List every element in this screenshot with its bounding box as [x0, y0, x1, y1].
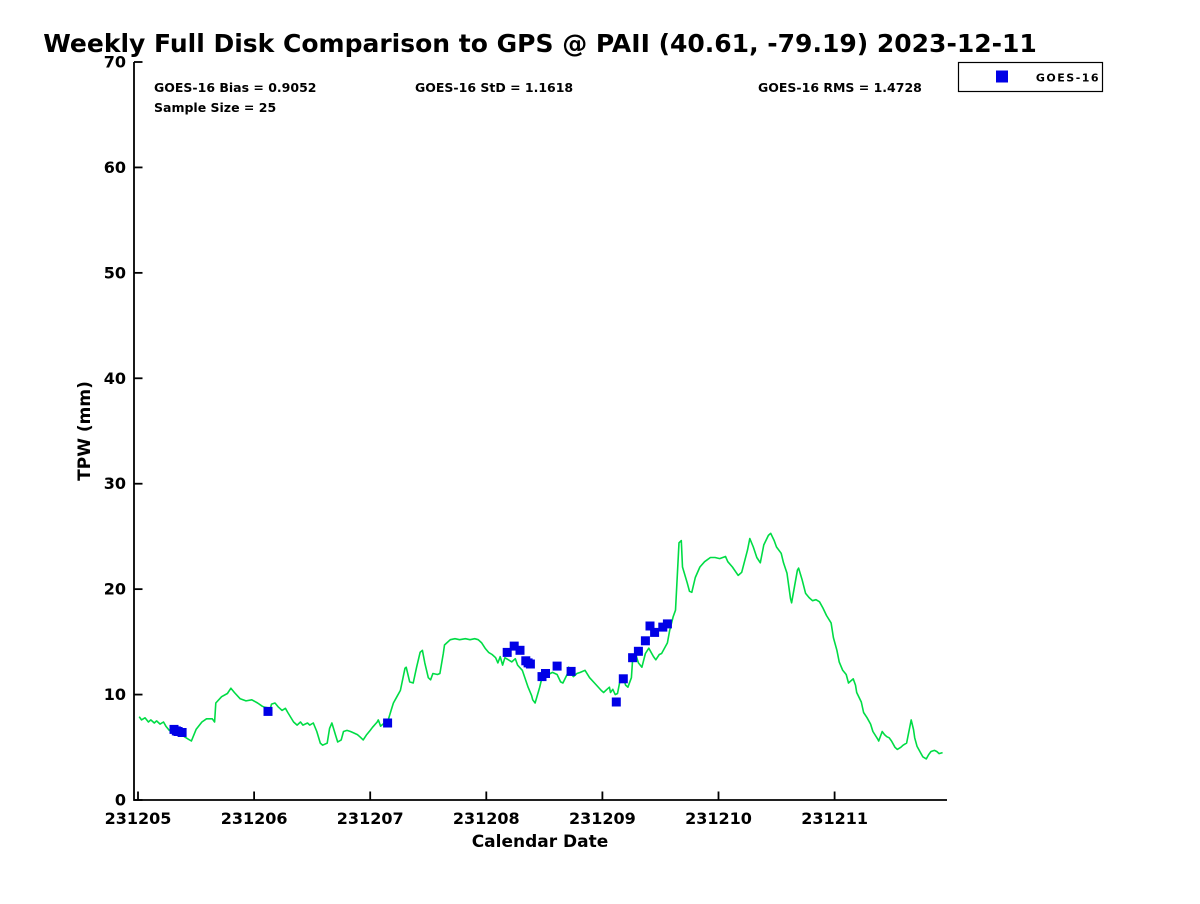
goes16-data-point [509, 641, 519, 651]
goes16-data-point [383, 718, 393, 728]
x-ticks [137, 791, 836, 800]
y-tick-labels: 0 10 20 30 40 50 60 70 [104, 53, 126, 810]
goes16-data-point [645, 621, 655, 631]
goes16-data-point [662, 619, 672, 629]
goes16-data-point [177, 728, 187, 737]
goes16-data-point [628, 653, 638, 663]
x-axis-label: Calendar Date [472, 832, 609, 852]
gps-line-series [138, 532, 943, 760]
x-tick-label: 231205 [105, 809, 172, 828]
stat-bias: GOES-16 Bias = 0.9052 [154, 80, 316, 95]
goes16-data-point [618, 674, 628, 684]
stat-sample-size: Sample Size = 25 [154, 100, 276, 115]
y-tick-label: 40 [104, 369, 126, 388]
axes-spines [133, 62, 947, 801]
goes16-data-point [633, 646, 643, 656]
y-tick-label: 0 [115, 791, 126, 810]
goes16-data-point [611, 697, 621, 707]
y-tick-label: 60 [104, 158, 126, 177]
x-tick-labels: 231205 231206 231207 231208 231209 231210 2312… [105, 809, 868, 828]
x-tick-label: 231210 [685, 809, 752, 828]
legend-box [957, 61, 1104, 93]
chart-title: Weekly Full Disk Comparison to GPS @ PAI… [43, 29, 1037, 58]
x-tick-label: 231207 [337, 809, 404, 828]
goes16-data-point [502, 647, 512, 657]
goes16-data-point [552, 661, 562, 671]
goes16-data-point [525, 659, 535, 669]
legend: GOES-16 [957, 61, 1104, 93]
x-tick-label: 231211 [801, 809, 868, 828]
legend-goes16-label: GOES-16 [1036, 72, 1100, 85]
y-tick-label: 20 [104, 580, 126, 599]
goes16-data-point [541, 669, 550, 678]
y-ticks [134, 61, 143, 801]
goes16-data-point [650, 627, 660, 637]
y-tick-label: 30 [104, 474, 126, 493]
x-tick-label: 231208 [453, 809, 520, 828]
x-tick-label: 231206 [221, 809, 288, 828]
stat-rms: GOES-16 RMS = 1.4728 [758, 80, 922, 95]
x-tick-label: 231209 [569, 809, 636, 828]
goes16-data-point [566, 666, 576, 676]
legend-goes16-marker-icon [996, 70, 1008, 83]
y-axis-label: TPW (mm) [75, 381, 95, 481]
goes16-markers [169, 619, 672, 737]
y-tick-label: 70 [104, 53, 126, 72]
stat-std: GOES-16 StD = 1.1618 [415, 80, 573, 95]
goes16-data-point [263, 706, 273, 716]
goes16-data-point [515, 645, 525, 655]
y-tick-label: 50 [104, 263, 126, 282]
goes16-data-point [658, 622, 668, 632]
goes16-data-point [640, 636, 650, 646]
y-tick-label: 10 [104, 685, 126, 704]
